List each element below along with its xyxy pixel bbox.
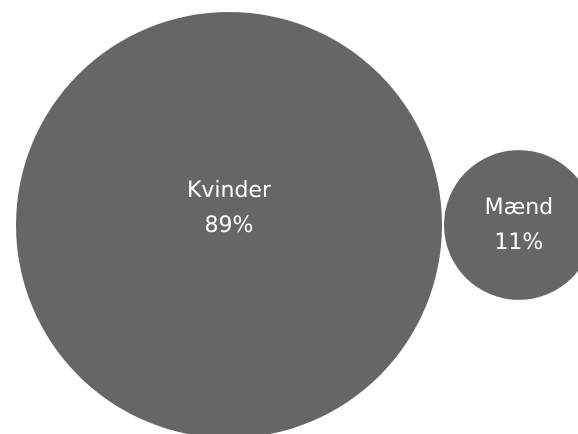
bubble-mænd <box>444 150 578 300</box>
bubble-value-label: 11% <box>494 230 543 255</box>
bubble-name-label: Kvinder <box>187 178 272 203</box>
bubbles-layer: Kvinder 89% Mænd 11% <box>16 12 578 434</box>
bubble-kvinder <box>16 12 442 434</box>
bubble-value-label: 89% <box>205 213 254 238</box>
bubble-name-label: Mænd <box>485 195 554 220</box>
